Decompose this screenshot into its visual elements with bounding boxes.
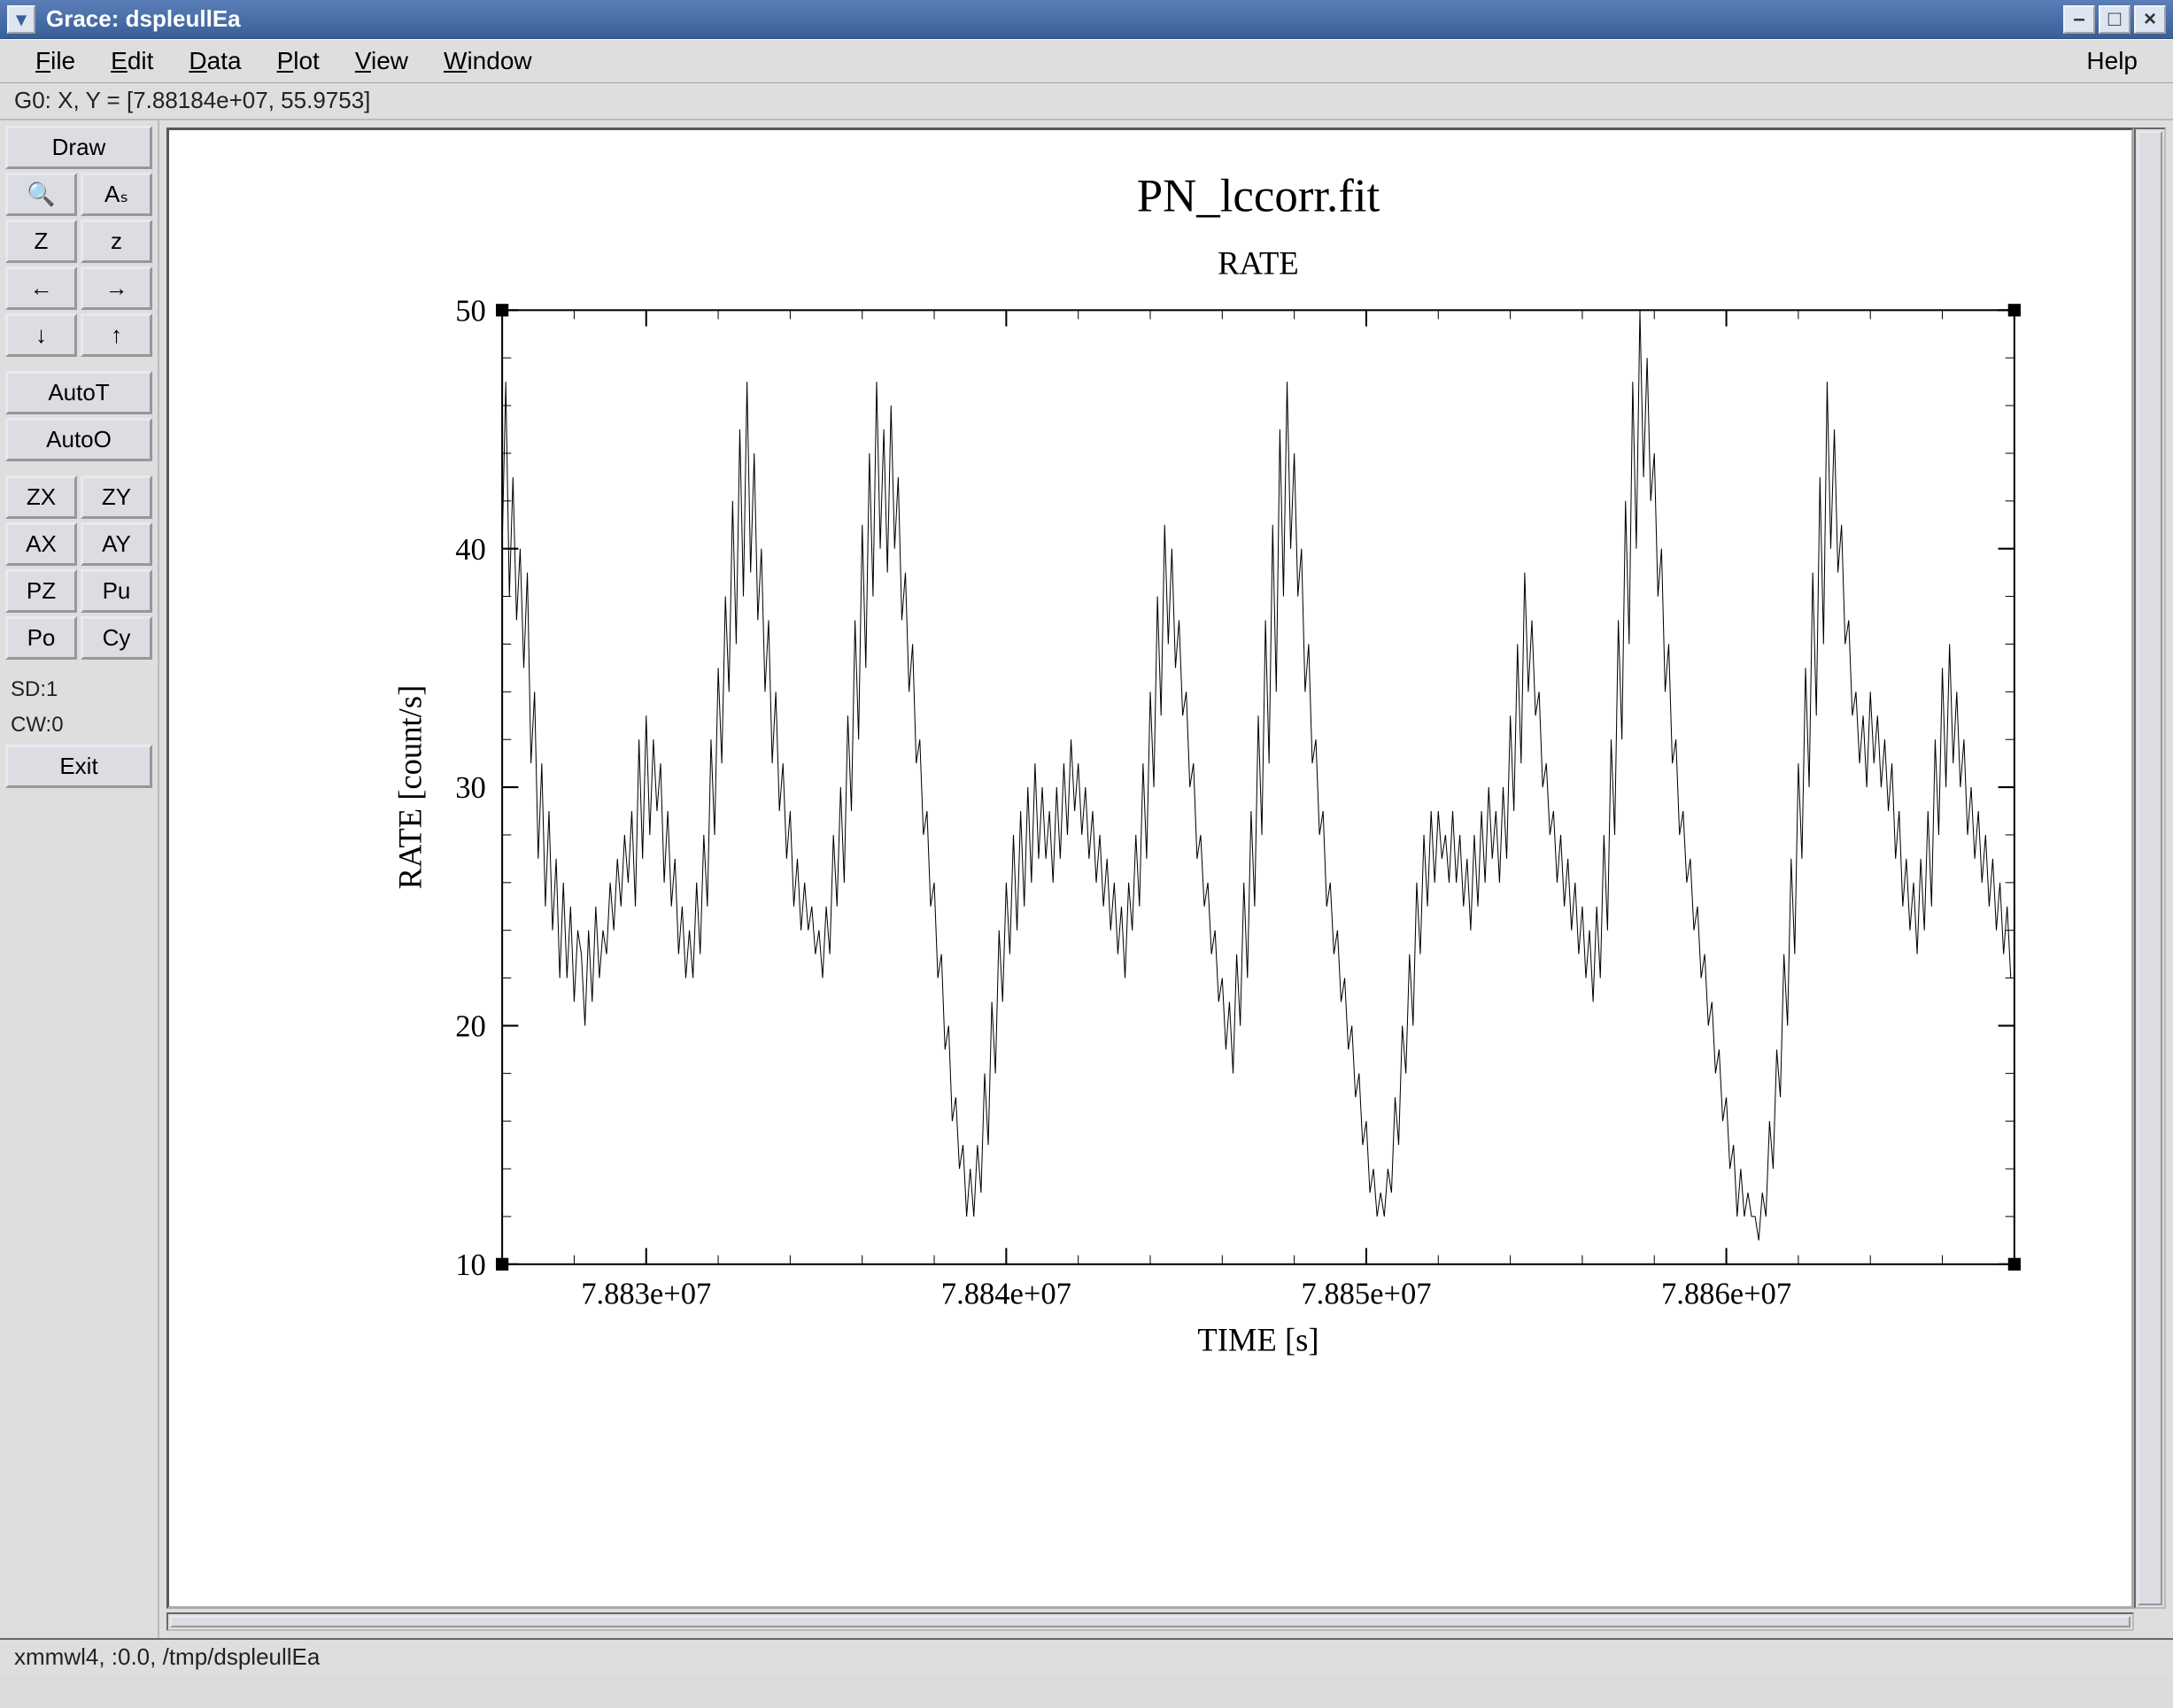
statusbar: xmmwl4, :0.0, /tmp/dspleullEa [0,1638,2173,1675]
pan-left-button[interactable]: ← [5,267,77,310]
pan-right-button[interactable]: → [81,267,152,310]
menu-help[interactable]: Help [2069,42,2155,81]
menu-data[interactable]: Data [171,42,259,81]
maximize-button[interactable]: □ [2099,5,2130,34]
autoo-button[interactable]: AutoO [5,418,152,461]
svg-text:7.886e+07: 7.886e+07 [1661,1278,1791,1311]
svg-text:TIME [s]: TIME [s] [1197,1321,1318,1357]
ay-button[interactable]: AY [81,522,152,566]
plot-canvas[interactable]: PN_lccorr.fit RATE 10 20 30 40 50 7.883e+07 7.88… [166,128,2134,1609]
window-menu-button[interactable]: ▾ [7,5,35,34]
horizontal-scrollbar[interactable] [166,1612,2134,1631]
minimize-button[interactable]: – [2063,5,2095,34]
zoom-out-button[interactable]: z [81,220,152,263]
svg-text:7.883e+07: 7.883e+07 [581,1278,711,1311]
svg-text:50: 50 [455,295,486,328]
menu-plot[interactable]: Plot [259,42,337,81]
pan-up-button[interactable]: ↑ [81,313,152,357]
svg-text:7.884e+07: 7.884e+07 [941,1278,1071,1311]
sd-label: SD:1 [5,674,152,706]
po-button[interactable]: Po [5,616,77,660]
pz-button[interactable]: PZ [5,569,77,613]
svg-text:RATE [count/s]: RATE [count/s] [392,685,429,890]
zy-button[interactable]: ZY [81,475,152,519]
close-button[interactable]: × [2134,5,2166,34]
window-title: Grace: dspleullEa [46,5,241,33]
zx-button[interactable]: ZX [5,475,77,519]
hscroll-thumb[interactable] [170,1616,2130,1627]
zoom-icon-button[interactable]: 🔍 [5,173,77,216]
plot-svg: PN_lccorr.fit RATE 10 20 30 40 50 7.883e+07 7.88… [169,130,2131,1606]
window-titlebar: ▾ Grace: dspleullEa – □ × [0,0,2173,39]
autoscale-button[interactable]: Aₛ [81,173,152,216]
exit-button[interactable]: Exit [5,745,152,788]
svg-text:40: 40 [455,533,486,567]
svg-text:30: 30 [455,771,486,805]
zoom-in-button[interactable]: Z [5,220,77,263]
vertical-scrollbar[interactable] [2134,128,2166,1609]
coord-readout: G0: X, Y = [7.88184e+07, 55.9753] [0,83,2173,120]
menu-view[interactable]: View [337,42,426,81]
cw-label: CW:0 [5,709,152,741]
svg-text:RATE: RATE [1218,245,1298,282]
svg-text:7.885e+07: 7.885e+07 [1301,1278,1431,1311]
svg-text:PN_lccorr.fit: PN_lccorr.fit [1137,170,1380,221]
menu-window[interactable]: Window [426,42,550,81]
cy-button[interactable]: Cy [81,616,152,660]
menu-file[interactable]: File [18,42,93,81]
svg-text:10: 10 [455,1248,486,1282]
svg-text:20: 20 [455,1010,486,1044]
toolbar: Draw 🔍 Aₛ Z z ← → ↓ ↑ AutoT AutoO ZX ZY … [0,120,159,1638]
ax-button[interactable]: AX [5,522,77,566]
autot-button[interactable]: AutoT [5,371,152,414]
menu-edit[interactable]: Edit [93,42,171,81]
pan-down-button[interactable]: ↓ [5,313,77,357]
draw-button[interactable]: Draw [5,126,152,169]
vscroll-thumb[interactable] [2138,131,2162,1605]
pu-button[interactable]: Pu [81,569,152,613]
menubar: File Edit Data Plot View Window Help [0,39,2173,83]
